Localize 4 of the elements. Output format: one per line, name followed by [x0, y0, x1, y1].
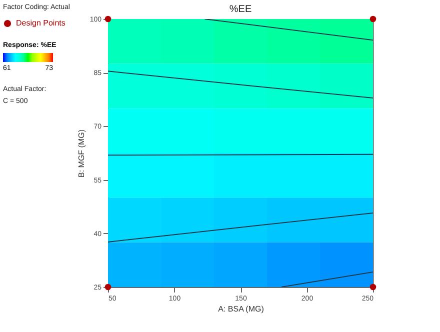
- x-axis-title: A: BSA (MG): [218, 304, 264, 314]
- legend-label: Design Points: [16, 18, 66, 28]
- y-axis-title: B: MGF (MG): [76, 129, 86, 178]
- chart-title: %EE: [229, 4, 252, 15]
